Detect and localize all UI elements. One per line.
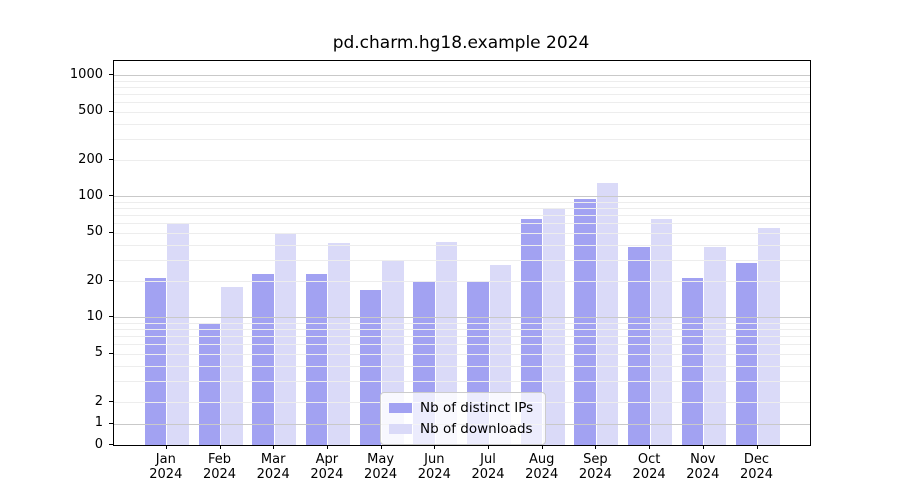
y-tick-mark (109, 316, 113, 318)
y-tick-mark (109, 74, 113, 76)
bar-downloads-sep (596, 182, 619, 445)
y-tick-mark (109, 280, 113, 281)
y-tick-label: 20 (86, 272, 103, 288)
y-tick-mark (109, 159, 113, 160)
x-tick-mark (488, 445, 489, 449)
gridline-minor (114, 244, 810, 246)
y-tick-mark (109, 195, 113, 197)
y-tick-label: 50 (86, 224, 103, 240)
x-tick-mark (434, 445, 436, 449)
gridline-major (114, 196, 810, 198)
y-tick-mark (109, 110, 113, 112)
bar-distinct-ips-feb (198, 323, 220, 445)
gridline-minor (114, 123, 810, 125)
gridline-minor (114, 336, 810, 338)
y-tick-mark (109, 401, 113, 402)
x-tick-mark (326, 445, 328, 449)
y-tick-mark (109, 231, 113, 233)
gridline-minor (114, 102, 810, 104)
gridline-minor (114, 281, 810, 282)
y-tick-mark (109, 444, 113, 445)
bar-distinct-ips-jan (144, 278, 167, 445)
x-tick-label-apr: Apr 2024 (310, 452, 344, 482)
x-tick-label-mar: Mar 2024 (256, 452, 290, 482)
bar-distinct-ips-apr (305, 273, 328, 445)
x-tick-mark (595, 445, 597, 449)
gridline-minor (114, 323, 810, 324)
gridline-minor (114, 215, 810, 217)
x-tick-label-jan: Jan 2024 (149, 452, 183, 482)
legend-item-downloads: Nb of downloads (389, 421, 533, 437)
y-tick-label: 100 (78, 187, 103, 203)
y-tick-label: 500 (78, 103, 103, 119)
bar-downloads-mar (274, 232, 297, 445)
legend: Nb of distinct IPs Nb of downloads (380, 392, 547, 445)
x-tick-label-nov: Nov 2024 (686, 452, 720, 482)
x-tick-mark (380, 445, 382, 449)
y-tick-mark (109, 422, 113, 424)
legend-swatch-distinct-ips (389, 403, 412, 413)
plot-area: Nb of distinct IPs Nb of downloads (113, 60, 811, 446)
gridline-minor (114, 353, 810, 355)
bar-downloads-jan (167, 223, 189, 445)
gridline-major (114, 75, 810, 77)
gridline-minor (114, 329, 810, 331)
x-tick-mark (541, 445, 543, 449)
legend-swatch-downloads (389, 424, 412, 434)
y-tick-label: 200 (78, 151, 103, 167)
y-tick-label: 10 (86, 308, 103, 324)
gridline-minor (114, 111, 810, 113)
gridline-minor (114, 259, 810, 261)
bar-downloads-apr (328, 243, 350, 445)
bar-distinct-ips-may (359, 289, 382, 445)
x-tick-label-feb: Feb 2024 (202, 452, 237, 482)
y-tick-label: 2 (94, 393, 103, 409)
y-tick-label: 1 (94, 415, 103, 430)
gridline-minor (114, 94, 810, 96)
x-tick-mark (165, 445, 167, 449)
x-tick-label-may: May 2024 (364, 452, 398, 482)
gridline-minor (114, 87, 810, 89)
gridline-minor (114, 138, 810, 140)
x-tick-label-jun: Jun 2024 (417, 452, 451, 482)
gridline-minor (114, 81, 810, 82)
x-tick-label-oct: Oct 2024 (632, 452, 666, 482)
bar-downloads-oct (650, 219, 673, 445)
bar-distinct-ips-nov (681, 278, 704, 445)
y-tick-label: 5 (94, 345, 103, 361)
y-tick-label: 1000 (69, 66, 103, 82)
x-tick-label-sep: Sep 2024 (578, 452, 612, 482)
legend-item-distinct-ips: Nb of distinct IPs (389, 400, 533, 416)
x-tick-mark (756, 445, 758, 449)
bar-distinct-ips-mar (252, 273, 274, 445)
x-tick-mark (219, 445, 221, 449)
gridline-minor (114, 365, 810, 367)
gridline-minor (114, 160, 810, 161)
gridline-minor (114, 380, 810, 382)
gridline-minor (114, 202, 810, 203)
x-tick-label-dec: Dec 2024 (739, 452, 774, 482)
x-tick-label-aug: Aug 2024 (525, 452, 559, 482)
bar-downloads-nov (704, 247, 726, 445)
y-tick-label: 0 (94, 436, 103, 452)
bar-distinct-ips-oct (628, 247, 650, 445)
legend-label-downloads: Nb of downloads (420, 421, 533, 437)
y-tick-mark (109, 352, 113, 354)
bar-distinct-ips-aug (520, 219, 543, 445)
x-tick-mark (649, 445, 651, 449)
gridline-major (114, 317, 810, 319)
gridline-minor (114, 232, 810, 234)
x-tick-mark (273, 445, 275, 449)
gridline-minor (114, 208, 810, 210)
bar-downloads-aug (543, 208, 565, 445)
chart-title: pd.charm.hg18.example 2024 (332, 33, 590, 53)
x-tick-label-jul: Jul 2024 (471, 452, 505, 482)
x-tick-mark (702, 445, 704, 449)
gridline-minor (114, 344, 810, 346)
legend-label-distinct-ips: Nb of distinct IPs (420, 400, 534, 416)
gridline-minor (114, 223, 810, 225)
